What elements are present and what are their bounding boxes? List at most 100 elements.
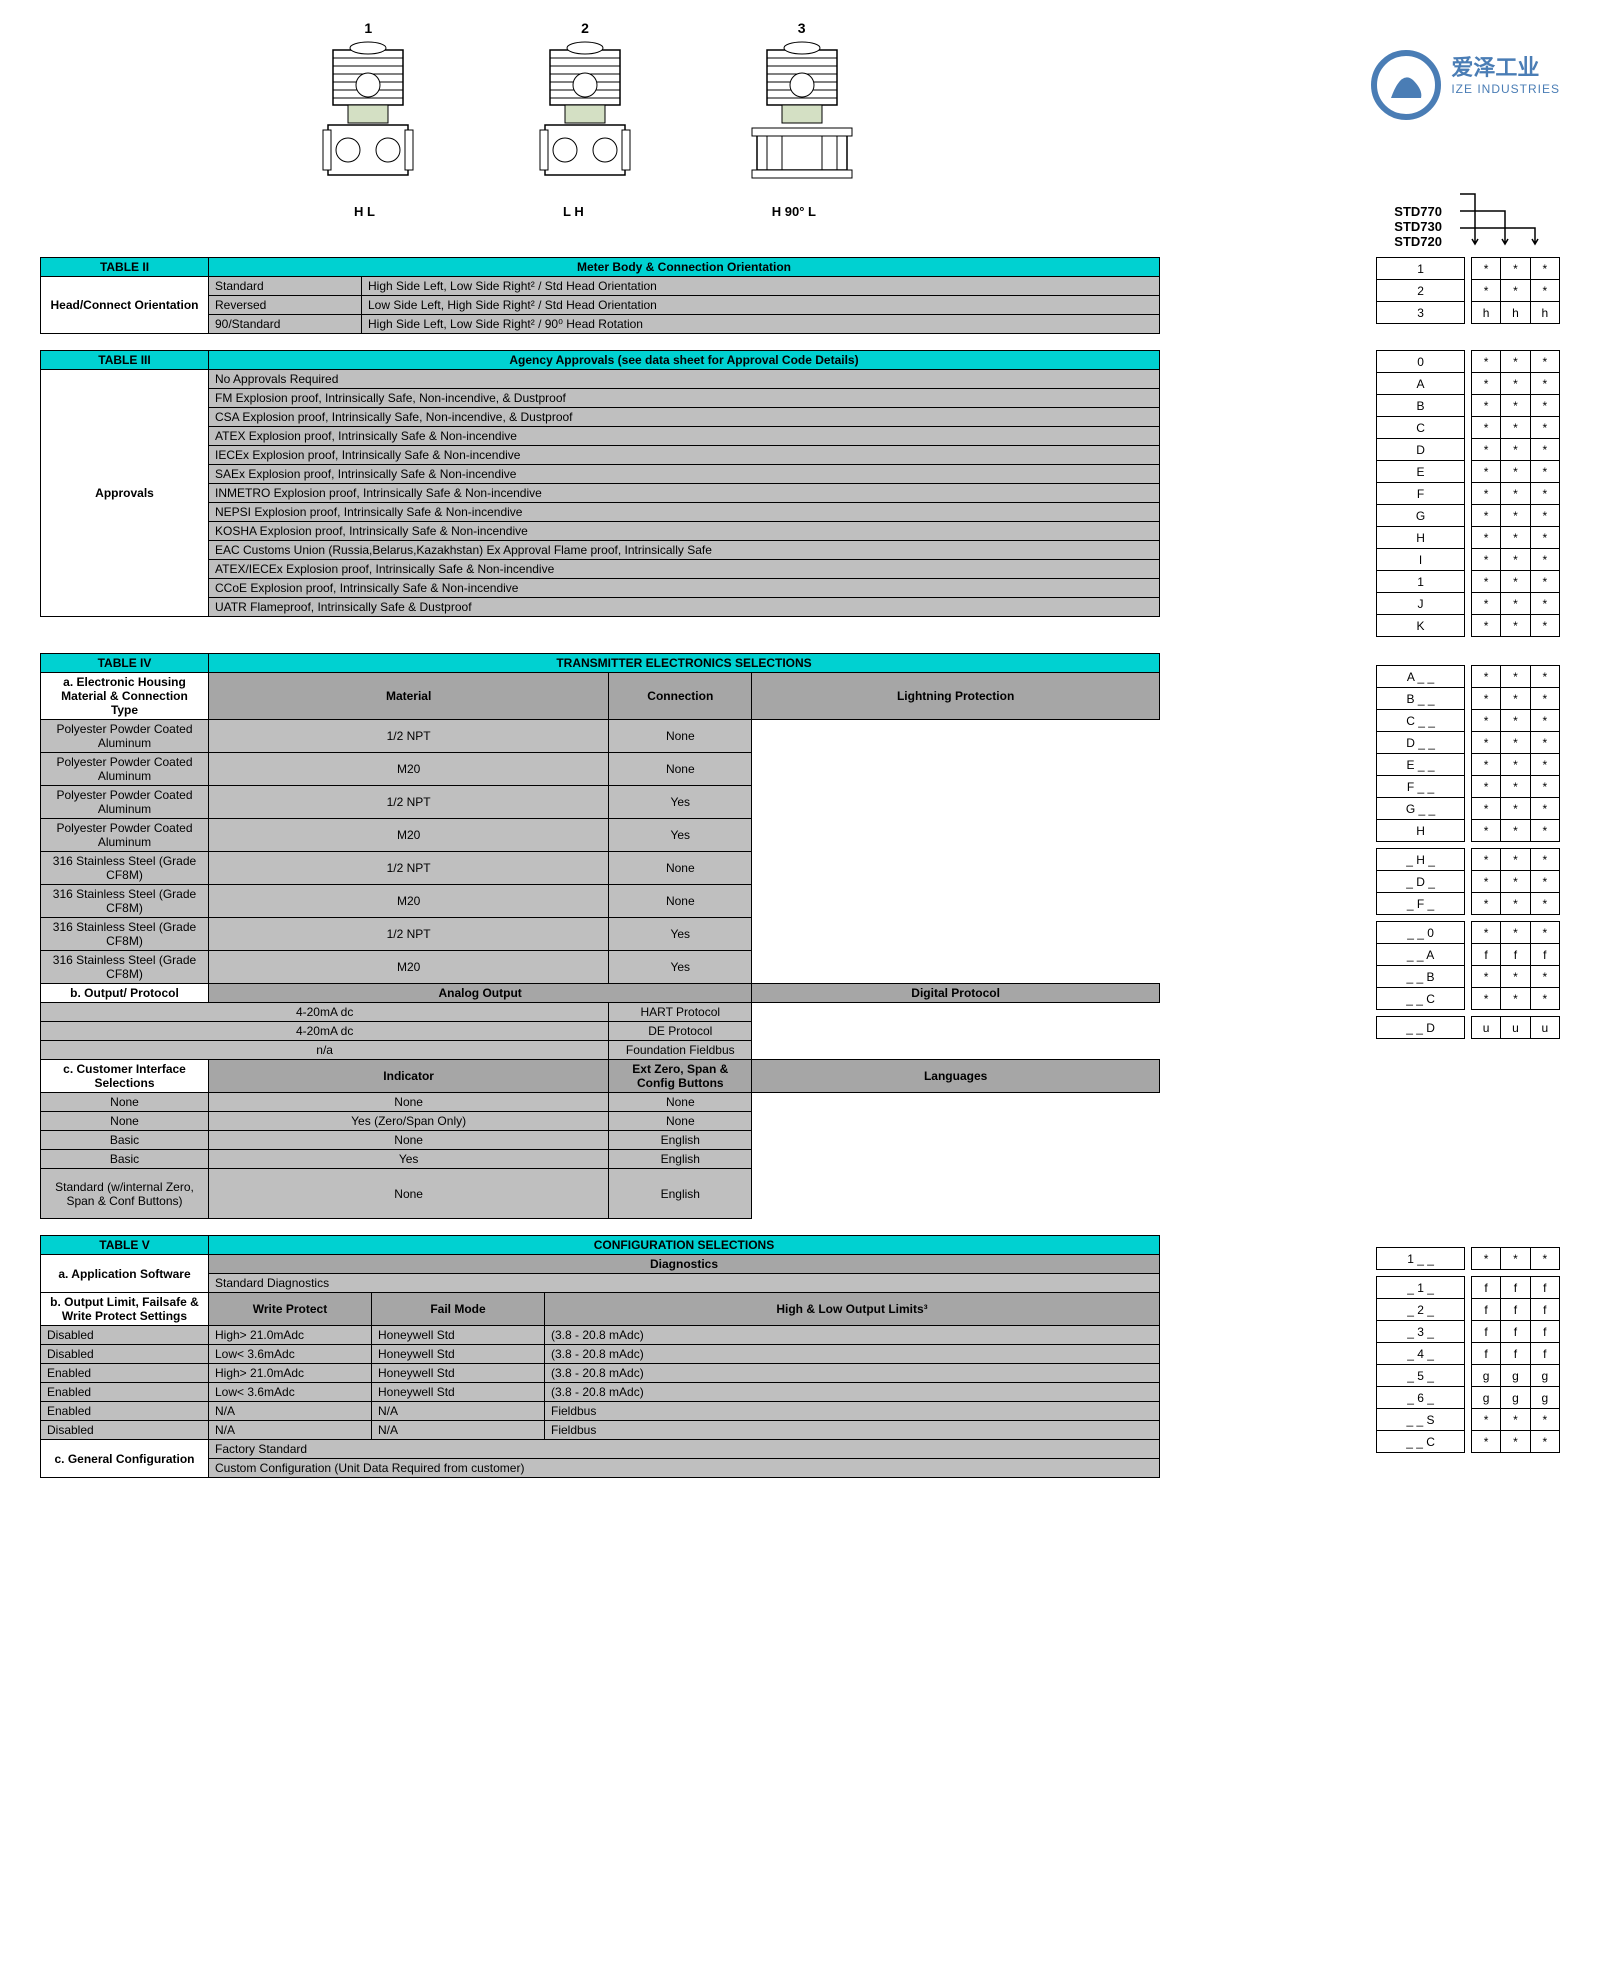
mark-cell: * [1471,754,1500,776]
table-cell: Disabled [41,1326,209,1345]
table-cell: Disabled [41,1421,209,1440]
mark-cell: * [1471,798,1500,820]
logo-icon [1371,50,1441,120]
table4-header: TRANSMITTER ELECTRONICS SELECTIONS [209,654,1160,673]
code-cell: _ _ A [1377,944,1465,966]
table-cell: EAC Customs Union (Russia,Belarus,Kazakh… [209,541,1160,560]
table-cell: Polyester Powder Coated Aluminum [41,753,209,786]
mark-cell: * [1471,893,1500,915]
code-cell: I [1377,549,1465,571]
table5-title: TABLE V [41,1236,209,1255]
table2-header: Meter Body & Connection Orientation [209,258,1160,277]
diagram-area: 1 2 3 [260,20,910,219]
code-cell: _ _ B [1377,966,1465,988]
table-cell: No Approvals Required [209,370,1160,389]
code-cell: B _ _ [1377,688,1465,710]
mark-cell: f [1471,1299,1500,1321]
code-cell: _ 6 _ [1377,1387,1465,1409]
table-cell: Polyester Powder Coated Aluminum [41,720,209,753]
table5-header: CONFIGURATION SELECTIONS [209,1236,1160,1255]
code-cell: B [1377,395,1465,417]
code-cell: C [1377,417,1465,439]
code-cell: C _ _ [1377,710,1465,732]
code-cell: E [1377,461,1465,483]
code-cell: _ 5 _ [1377,1365,1465,1387]
table-cell: 316 Stainless Steel (Grade CF8M) [41,918,209,951]
mark-cell: * [1471,527,1500,549]
table-cell: ATEX Explosion proof, Intrinsically Safe… [209,427,1160,446]
code-cell: A _ _ [1377,666,1465,688]
transmitter-icon [308,40,428,200]
code-cell: G [1377,505,1465,527]
table-cell: None [41,1093,209,1112]
table2-section: TABLE II Meter Body & Connection Orienta… [40,257,1560,334]
table-cell: UATR Flameproof, Intrinsically Safe & Du… [209,598,1160,617]
table-cell: Basic [41,1131,209,1150]
mark-cell: f [1471,944,1500,966]
mark-cell: * [1471,1409,1500,1431]
logo-en: IZE INDUSTRIES [1451,82,1560,96]
code-cell: _ _ C [1377,1431,1465,1453]
model-name: STD770 [1394,204,1442,219]
table-cell: Enabled [41,1383,209,1402]
hl-label: H L [354,204,375,219]
mark-cell: * [1471,820,1500,842]
mark-cell: * [1471,280,1500,302]
table-cell: None [41,1112,209,1131]
code-cell: F _ _ [1377,776,1465,798]
mark-cell: * [1471,417,1500,439]
table-cell: 316 Stainless Steel (Grade CF8M) [41,951,209,984]
mark-cell: * [1471,871,1500,893]
transmitter-icon [742,40,862,200]
diagram-num: 3 [798,20,806,36]
mark-cell: * [1471,373,1500,395]
mark-cell: * [1471,666,1500,688]
table-cell: SAEx Explosion proof, Intrinsically Safe… [209,465,1160,484]
mark-cell: * [1471,988,1500,1010]
mark-cell: f [1471,1277,1500,1299]
code-cell: D _ _ [1377,732,1465,754]
mark-cell: * [1471,710,1500,732]
mark-cell: u [1471,1017,1500,1039]
mark-cell: * [1471,549,1500,571]
mark-cell: * [1471,849,1500,871]
hl-label: H 90° L [772,204,816,219]
diagram-num: 1 [364,20,372,36]
table-cell: Standard (w/internal Zero, Span & Conf B… [41,1169,209,1219]
mark-cell: * [1471,615,1500,637]
model-name: STD720 [1394,234,1442,249]
code-cell: A [1377,373,1465,395]
table-cell: Polyester Powder Coated Aluminum [41,819,209,852]
arrow-icon [1450,189,1560,249]
table-cell: ATEX/IECEx Explosion proof, Intrinsicall… [209,560,1160,579]
code-cell: _ 1 _ [1377,1277,1465,1299]
code-cell: H [1377,527,1465,549]
code-cell: _ _ S [1377,1409,1465,1431]
code-cell: _ H _ [1377,849,1465,871]
mark-cell: * [1471,483,1500,505]
table-cell: CSA Explosion proof, Intrinsically Safe,… [209,408,1160,427]
table-cell: NEPSI Explosion proof, Intrinsically Saf… [209,503,1160,522]
table-cell: Low Side Left, High Side Right² / Std He… [362,296,1160,315]
table-cell: Polyester Powder Coated Aluminum [41,786,209,819]
mark-cell: * [1471,922,1500,944]
mark-cell: * [1471,688,1500,710]
mark-cell: * [1471,505,1500,527]
table-cell: Enabled [41,1364,209,1383]
table-cell: n/a [41,1041,609,1060]
transmitter-icon [525,40,645,200]
table4a-rowhead: a. Electronic Housing Material & Connect… [41,673,209,720]
code-cell: F [1377,483,1465,505]
mark-cell: * [1471,1431,1500,1453]
mark-cell: f [1471,1343,1500,1365]
code-cell: _ 4 _ [1377,1343,1465,1365]
mark-cell: h [1471,302,1500,324]
mark-cell: * [1471,1248,1500,1270]
code-cell: H [1377,820,1465,842]
code-cell: K [1377,615,1465,637]
table3-header: Agency Approvals (see data sheet for App… [209,351,1160,370]
table3-title: TABLE III [41,351,209,370]
table-cell: CCoE Explosion proof, Intrinsically Safe… [209,579,1160,598]
code-cell: _ 2 _ [1377,1299,1465,1321]
mark-cell: * [1471,732,1500,754]
